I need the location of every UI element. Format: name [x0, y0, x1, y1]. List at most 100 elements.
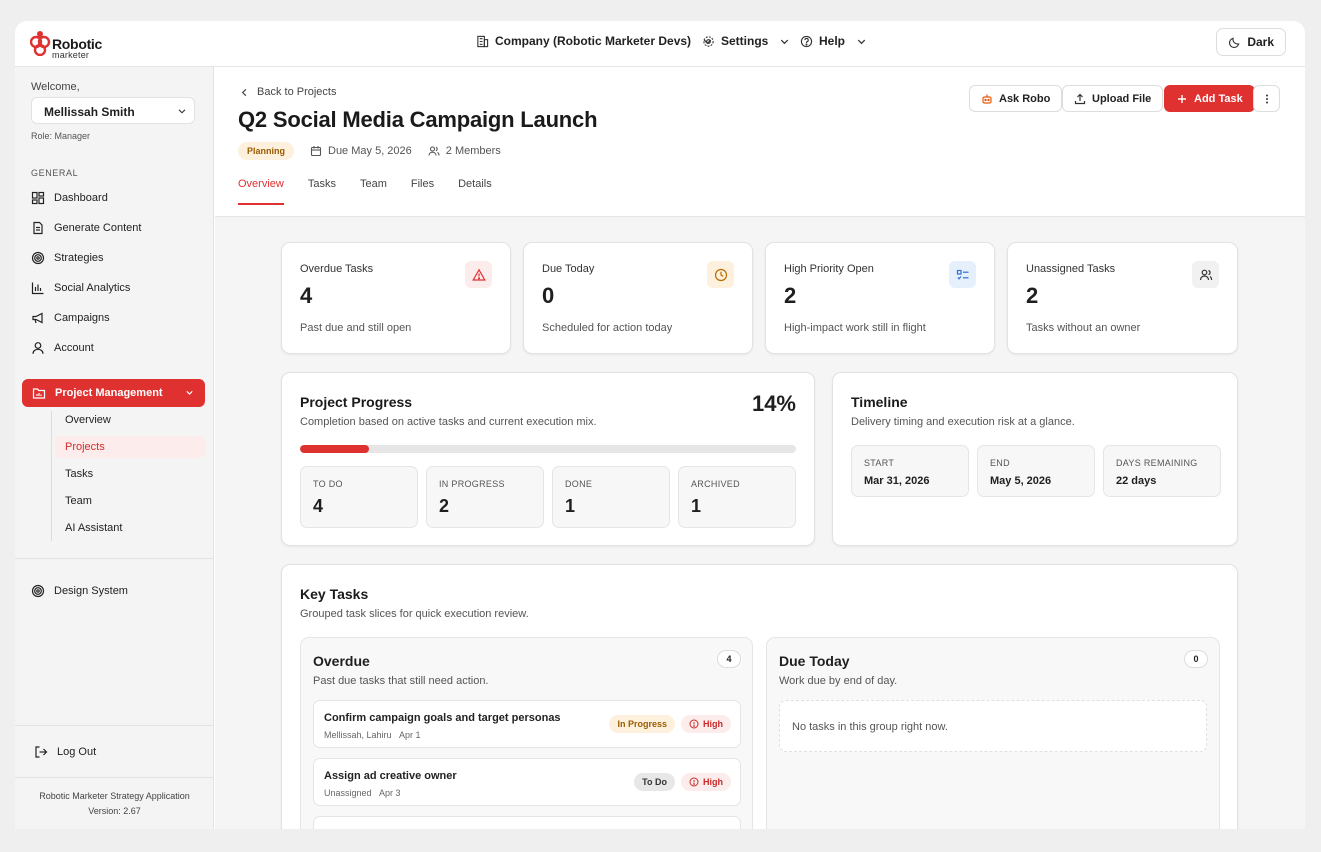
subnav-item-ai-assistant[interactable]: AI Assistant [65, 522, 123, 534]
sidebar-item-generate-content[interactable]: Generate Content [31, 217, 141, 239]
status-badge: In Progress [609, 715, 675, 733]
robot-logo-icon [30, 31, 51, 56]
more-vertical-icon [1265, 94, 1268, 103]
priority-badge: High [681, 773, 731, 791]
progress-bar-fill [300, 445, 370, 453]
task-assignees: Unassigned [324, 788, 372, 798]
timeline-days-remaining: DAYS REMAINING 22 days [1103, 445, 1221, 497]
card-title: Timeline [851, 394, 908, 410]
card-subtitle: Delivery timing and execution risk at a … [851, 416, 1075, 428]
logout-button[interactable]: Log Out [34, 741, 96, 763]
back-label: Back to Projects [257, 86, 337, 98]
sidebar-item-design-system[interactable]: Design System [31, 580, 128, 602]
subnav-item-projects[interactable]: Projects [55, 436, 205, 458]
progress-bar [300, 445, 796, 453]
subnav-item-overview[interactable]: Overview [65, 414, 111, 426]
users-icon [1199, 269, 1212, 280]
task-meta: Mellissah, Lahiru Apr 1 [324, 730, 421, 740]
user-role: Role: Manager [31, 131, 91, 141]
stat-value: 0 [542, 283, 555, 308]
sidebar-item-social-analytics[interactable]: Social Analytics [31, 277, 130, 299]
sidebar-item-label: Generate Content [54, 222, 142, 234]
logout-label: Log Out [57, 746, 97, 758]
welcome-label: Welcome, [31, 81, 80, 93]
stat-label: Unassigned Tasks [1026, 263, 1116, 275]
timeline-start: START Mar 31, 2026 [851, 445, 969, 497]
target-icon [31, 251, 45, 265]
count-todo: TO DO 4 [300, 466, 418, 528]
brand-subname: marketer [52, 50, 90, 60]
page-title: Q2 Social Media Campaign Launch [238, 107, 598, 132]
tab-files[interactable]: Files [410, 178, 435, 190]
card-title: Key Tasks [300, 586, 369, 602]
folder-chart-icon [32, 388, 46, 399]
timeline-value: May 5, 2026 [990, 475, 1052, 487]
sidebar-item-label: Social Analytics [54, 282, 131, 294]
upload-icon [1074, 93, 1086, 104]
task-name: Assign ad creative owner [324, 770, 457, 782]
tab-bar: Overview Tasks Team Files Details [238, 178, 492, 205]
company-switcher[interactable]: Company (Robotic Marketer Devs) [476, 34, 714, 48]
theme-toggle-button[interactable]: Dark [1216, 28, 1286, 56]
user-select[interactable]: Mellissah Smith [31, 97, 195, 124]
subnav-item-tasks[interactable]: Tasks [65, 468, 94, 480]
timeline-end: END May 5, 2026 [977, 445, 1095, 497]
logout-icon [35, 746, 48, 758]
top-bar: Robotic marketer Company (Robotic Market… [15, 21, 1305, 67]
upload-file-button[interactable]: Upload File [1062, 85, 1164, 112]
tab-details[interactable]: Details [458, 178, 492, 190]
more-options-button[interactable] [1253, 85, 1280, 112]
task-date: Apr 1 [399, 730, 421, 740]
chevron-down-icon [186, 390, 193, 395]
document-icon [33, 221, 43, 235]
divider [15, 725, 214, 726]
list-check-icon [956, 269, 968, 280]
status-badge: To Do [634, 773, 675, 791]
card-title: Project Progress [300, 394, 413, 410]
theme-label: Dark [1247, 35, 1274, 49]
sidebar: Welcome, Mellissah Smith Role: Manager G… [15, 67, 214, 829]
add-task-label: Add Task [1194, 92, 1243, 105]
sidebar-item-dashboard[interactable]: Dashboard [31, 187, 108, 209]
brand-name: Robotic [52, 36, 103, 52]
logo[interactable]: Robotic marketer [30, 28, 130, 60]
project-header: Back to Projects Q2 Social Media Campaig… [215, 67, 1305, 217]
sidebar-item-campaigns[interactable]: Campaigns [31, 307, 110, 329]
tab-tasks[interactable]: Tasks [307, 178, 336, 190]
timeline-label: END [990, 458, 1010, 468]
tab-overview[interactable]: Overview [238, 178, 284, 205]
count-label: ARCHIVED [691, 479, 740, 489]
subnav-item-team[interactable]: Team [65, 495, 92, 507]
app-window: Robotic marketer Company (Robotic Market… [15, 21, 1305, 829]
task-row[interactable] [313, 816, 741, 829]
help-menu[interactable]: Help [800, 34, 868, 48]
ask-robo-button[interactable]: Ask Robo [969, 85, 1063, 112]
sidebar-item-project-management[interactable]: Project Management [22, 379, 205, 407]
ask-robo-label: Ask Robo [999, 92, 1051, 105]
tab-team[interactable]: Team [359, 178, 387, 190]
upload-label: Upload File [1092, 92, 1152, 105]
sidebar-item-label: Strategies [54, 252, 104, 264]
sidebar-item-account[interactable]: Account [31, 337, 94, 359]
add-task-button[interactable]: Add Task [1164, 85, 1255, 112]
back-link[interactable]: Back to Projects [239, 86, 336, 98]
divider [15, 558, 214, 559]
clock-icon [714, 268, 727, 281]
stat-card-overdue: Overdue Tasks 4 Past due and still open [281, 242, 511, 354]
stat-desc: Scheduled for action today [542, 322, 673, 334]
sidebar-item-label: Campaigns [54, 312, 110, 324]
settings-menu[interactable]: Settings [702, 34, 791, 48]
company-label: Company (Robotic Marketer Devs) [495, 34, 692, 48]
sidebar-item-strategies[interactable]: Strategies [31, 247, 104, 269]
divider [15, 777, 214, 778]
alert-triangle-icon [471, 268, 486, 281]
count-label: IN PROGRESS [439, 479, 505, 489]
chevron-left-icon [241, 88, 247, 96]
task-badges: To Do High [634, 773, 731, 791]
member-count: 2 Members [428, 145, 501, 157]
stat-card-due-today: Due Today 0 Scheduled for action today [523, 242, 753, 354]
stat-card-high-priority: High Priority Open 2 High-impact work st… [765, 242, 995, 354]
stat-desc: Tasks without an owner [1026, 322, 1141, 334]
task-row[interactable]: Confirm campaign goals and target person… [313, 700, 741, 748]
task-row[interactable]: Assign ad creative owner Unassigned Apr … [313, 758, 741, 806]
